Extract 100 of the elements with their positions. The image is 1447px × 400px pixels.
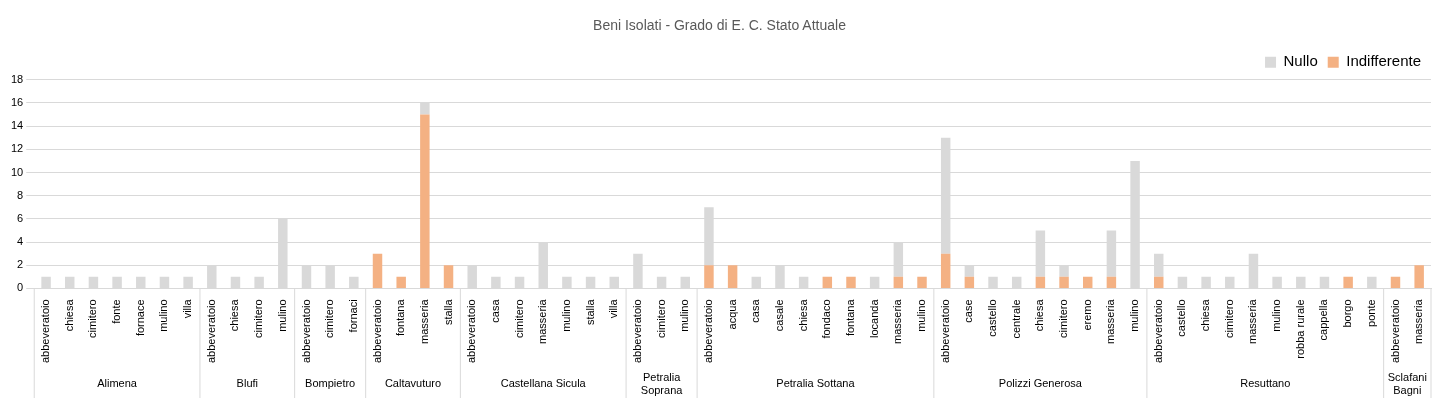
bar [798, 276, 809, 288]
bar [183, 276, 193, 288]
x-tick-label: chiesa [228, 298, 241, 332]
y-tick-label: 10 [10, 165, 24, 178]
x-tick-label: cimitero [323, 299, 336, 338]
bar [349, 276, 359, 288]
x-tick-label: masseria [536, 298, 549, 345]
y-tick-label: 0 [17, 281, 24, 294]
legend-label: Indifferente [1346, 52, 1421, 70]
bar [751, 276, 762, 288]
text: Sclafani Bagni [1387, 371, 1427, 397]
bar [136, 276, 146, 288]
x-tick-label: cimitero [654, 299, 667, 338]
bar [159, 276, 170, 288]
y-tick-label: 2 [17, 258, 24, 271]
x-tick-label: chiesa [1033, 298, 1046, 332]
x-tick-label: mulino [275, 299, 288, 332]
x-tick-label: cimitero [512, 299, 525, 338]
bar [846, 276, 856, 288]
bar [41, 276, 51, 288]
x-tick-label: chiesa [62, 298, 75, 332]
bar [964, 276, 975, 288]
text: Polizzi Generosa [998, 377, 1083, 390]
x-tick-label: fornaci [346, 299, 359, 333]
bar [514, 276, 525, 288]
bar [1035, 276, 1046, 288]
x-tick-label: stalla [583, 298, 596, 326]
x-tick-label: mulino [157, 299, 170, 332]
chart-title: Beni Isolati - Grado di E. C. Stato Attuale [593, 17, 847, 34]
bar [1367, 276, 1377, 288]
bar [1177, 276, 1188, 288]
text: Bompietro [305, 377, 356, 390]
x-tick-label: casale [773, 299, 785, 332]
text: Blufi [236, 377, 258, 390]
text: Castellana Sicula [500, 377, 587, 390]
x-tick-label: mulino [559, 299, 572, 332]
bar [893, 276, 904, 288]
x-tick-label: acqua [725, 298, 738, 330]
text: Alimena [97, 377, 138, 390]
x-tick-label: eremo [1080, 299, 1093, 331]
bar [1414, 265, 1424, 288]
x-tick-label: cimitero [1222, 299, 1235, 338]
x-tick-label: abbeveratoio [370, 299, 383, 363]
x-tick-label: abbeveratoio [1151, 299, 1164, 363]
x-tick-label: villa [607, 298, 620, 319]
legend-label: Nullo [1283, 52, 1318, 70]
x-tick-label: masseria [891, 298, 904, 345]
bar [1296, 276, 1306, 288]
bar [254, 276, 264, 288]
text: Caltavuturo [384, 377, 442, 390]
bar [562, 276, 572, 288]
text: Resuttano [1240, 377, 1291, 390]
bar [1319, 276, 1330, 288]
bar [491, 276, 501, 288]
bar [704, 265, 714, 288]
x-tick-label: centrale [1009, 299, 1022, 339]
x-tick-label: abbeveratoio [39, 299, 52, 363]
x-tick-label: abbeveratoio [1388, 299, 1401, 363]
x-tick-label: villa [181, 298, 194, 319]
x-tick-label: borgo [1341, 299, 1354, 328]
x-tick-label: fontana [844, 298, 857, 337]
x-tick-label: chiesa [1199, 298, 1212, 332]
bar [1201, 276, 1211, 288]
x-tick-label: stalla [441, 298, 454, 326]
x-tick-label: cimitero [86, 299, 99, 338]
bar [88, 276, 99, 288]
x-tick-label: abbeveratoio [299, 299, 312, 363]
bar [112, 276, 122, 288]
x-tick-label: masseria [1104, 298, 1117, 345]
bar [609, 276, 619, 288]
bar [443, 265, 454, 288]
x-tick-label: case [962, 299, 975, 323]
x-tick-label: abbeveratoio [630, 299, 643, 363]
x-tick-label: abbeveratoio [465, 299, 478, 363]
bar [680, 276, 691, 288]
bar [1390, 276, 1401, 288]
x-tick-label: ponte [1364, 299, 1377, 327]
x-tick-label: masseria [417, 298, 430, 345]
y-tick-label: 12 [10, 142, 24, 155]
x-tick-label: mulino [678, 299, 691, 332]
bar [822, 276, 833, 288]
x-tick-label: locanda [867, 298, 880, 338]
x-tick-label: mulino [1270, 299, 1283, 332]
x-tick-label: mulino [915, 299, 928, 332]
y-tick-label: 16 [10, 96, 24, 109]
x-tick-label: masseria [1246, 298, 1259, 345]
bar [230, 276, 241, 288]
x-tick-label: castello [1175, 299, 1188, 337]
x-tick-label: fontana [394, 298, 407, 337]
bar [396, 276, 406, 288]
bar [1059, 276, 1069, 288]
x-tick-label: castello [986, 299, 999, 337]
y-tick-label: 14 [10, 119, 24, 132]
y-tick-label: 4 [17, 235, 24, 248]
bar [1011, 276, 1022, 288]
bar [727, 265, 738, 288]
x-tick-label: casa [488, 298, 501, 323]
bar [1082, 276, 1093, 288]
x-tick-label: masseria [1412, 298, 1425, 345]
x-tick-label: robba rurale [1293, 299, 1306, 359]
